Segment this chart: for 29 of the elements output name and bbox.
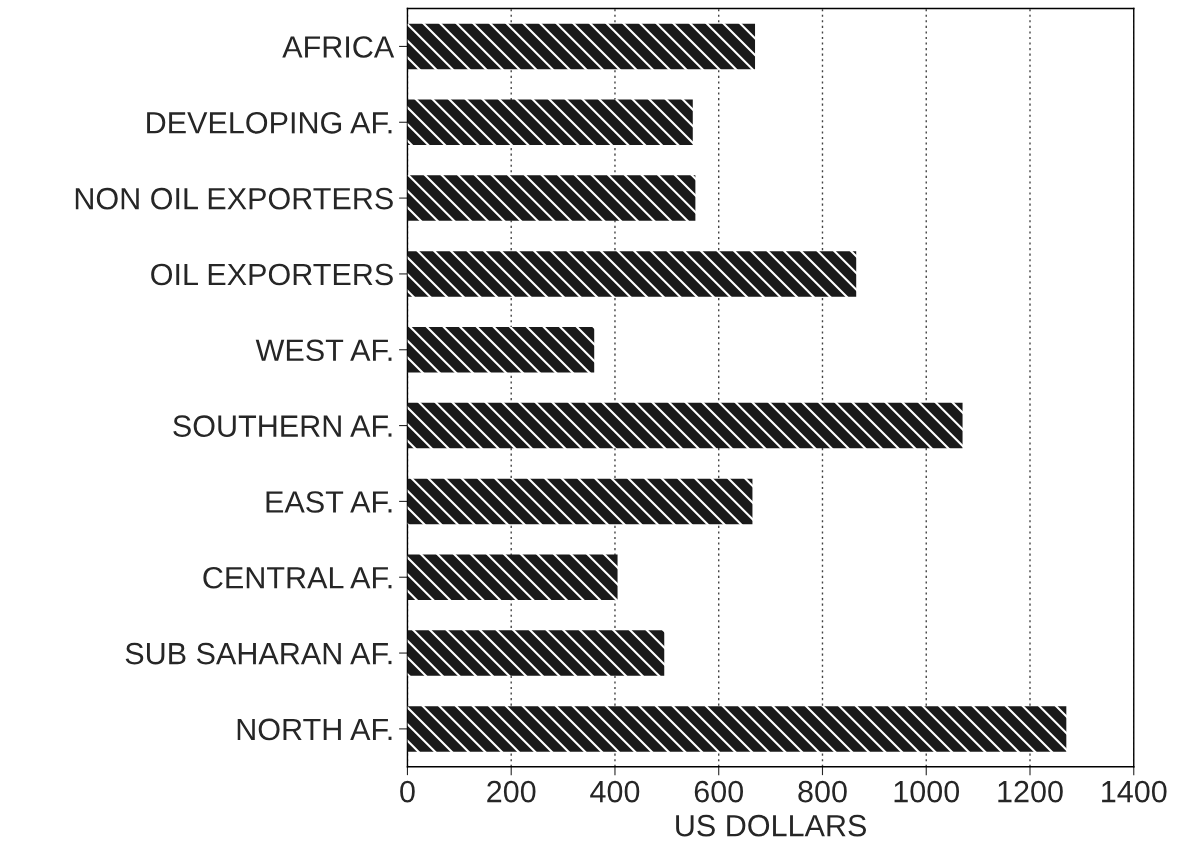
y-tick-label: NON OIL EXPORTERS	[75, 187, 393, 210]
y-tick-label: SUB SAHARAN AF.	[125, 642, 392, 665]
y-tick-label: CENTRAL AF.	[203, 566, 392, 589]
bar	[407, 175, 696, 221]
bar	[407, 251, 857, 297]
y-tick-label: SOUTHERN AF.	[173, 415, 392, 437]
y-tick-label: DEVELOPING AF.	[147, 112, 392, 134]
y-tick-label: AFRICA	[282, 36, 395, 58]
bar	[407, 402, 963, 449]
bar	[407, 478, 753, 525]
y-tick-label: WEST AF.	[255, 339, 392, 362]
y-tick-label: OIL EXPORTERS	[151, 263, 393, 286]
bar	[407, 23, 756, 70]
x-axis-title: US DOLLARS	[676, 814, 866, 837]
x-tick-label: 400	[590, 780, 640, 803]
bar	[407, 554, 618, 600]
bar	[407, 706, 1067, 752]
x-tick-label: 1000	[894, 780, 960, 803]
y-tick-label: EAST AF.	[266, 491, 392, 513]
x-tick-label: 600	[694, 780, 744, 803]
x-tick-label: 1400	[1102, 780, 1167, 803]
x-tick-label: 800	[798, 780, 847, 803]
x-tick-label: 0	[400, 780, 415, 803]
bar	[407, 630, 665, 676]
x-tick-label: 1200	[998, 780, 1063, 803]
bar	[407, 99, 693, 146]
bar	[407, 327, 595, 373]
x-tick-label: 200	[487, 780, 536, 803]
y-tick-label: NORTH AF.	[237, 718, 392, 741]
